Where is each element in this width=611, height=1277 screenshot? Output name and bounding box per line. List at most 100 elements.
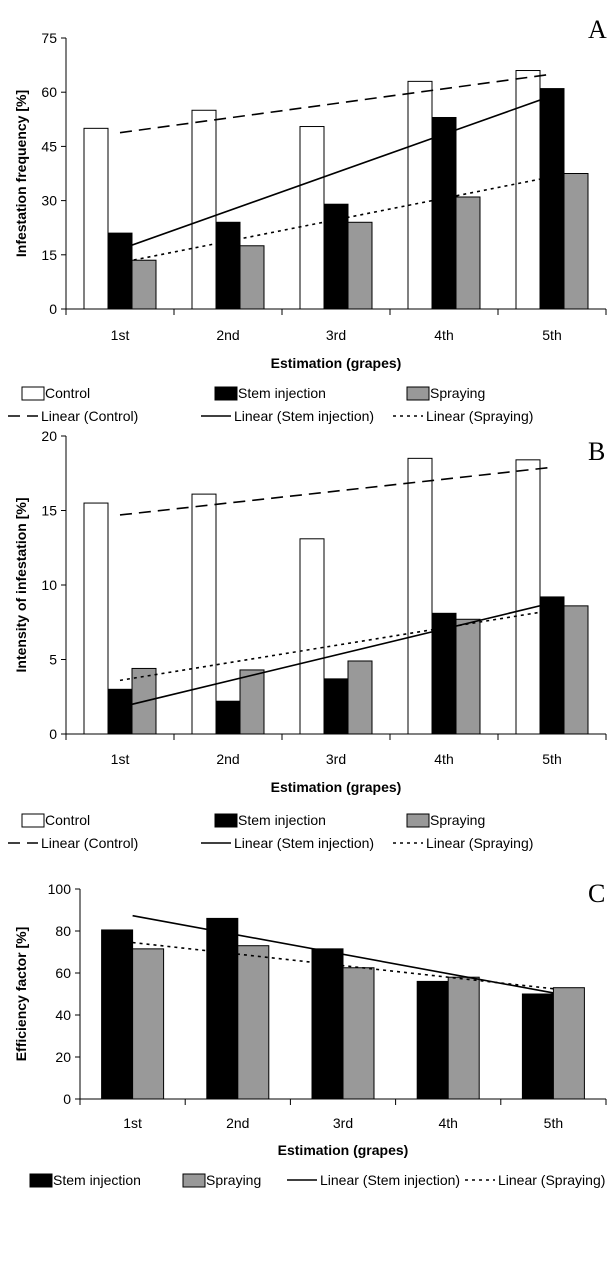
bar-stem-injection-3rd xyxy=(323,678,349,735)
bar-control-2nd xyxy=(191,109,217,310)
bar-stem-injection-1st xyxy=(107,232,133,310)
trendline-linear-stem-injection xyxy=(119,95,553,251)
y-tick-label: 100 xyxy=(48,881,72,897)
bar-spraying-3rd xyxy=(342,967,375,1100)
legend-label: Spraying xyxy=(430,385,485,401)
y-tick-label: 0 xyxy=(63,1091,71,1107)
y-tick-label: 0 xyxy=(49,301,57,317)
y-tick-label: 15 xyxy=(41,247,57,263)
legend-label: Linear (Stem injection) xyxy=(234,835,374,851)
bar-stem-injection-4th xyxy=(431,116,457,310)
legend-label: Control xyxy=(45,812,90,828)
trendline-linear-control xyxy=(119,466,553,516)
bar-stem-injection-5th xyxy=(539,88,565,310)
bar-spraying-3rd xyxy=(347,221,373,310)
bar-control-4th xyxy=(407,80,433,310)
bar-spraying-4th xyxy=(455,618,481,735)
bar-spraying-2nd xyxy=(239,245,265,310)
x-tick-label: 2nd xyxy=(216,327,239,343)
chart-panel-a: A 0 15 30 45 60 75 1st 2nd 3rd 4th 5th Estimation (g… xyxy=(8,15,607,424)
panel-letter: B xyxy=(588,437,605,466)
trendline-linear-spraying xyxy=(132,941,554,990)
bar-stem-injection-2nd xyxy=(215,221,241,310)
legend-label: Linear (Control) xyxy=(41,408,138,424)
y-tick-label: 10 xyxy=(41,577,57,593)
x-axis-title: Estimation (grapes) xyxy=(278,1142,409,1158)
bar-stem-injection-2nd xyxy=(215,700,241,735)
x-axis-title: Estimation (grapes) xyxy=(271,355,402,371)
bar-control-5th xyxy=(515,70,541,310)
bar-spraying-1st xyxy=(131,259,157,310)
legend-label: Stem injection xyxy=(238,385,326,401)
bar-control-5th xyxy=(515,459,541,735)
bar-spraying-4th xyxy=(455,196,481,310)
legend-swatch-spraying xyxy=(406,813,430,828)
legend-label: Linear (Stem injection) xyxy=(320,1172,460,1188)
bar-stem-injection-3rd xyxy=(311,948,344,1100)
legend-label: Linear (Control) xyxy=(41,835,138,851)
x-tick-label: 1st xyxy=(123,1115,142,1131)
bar-stem-injection-5th xyxy=(521,993,554,1100)
bar-stem-injection-2nd xyxy=(206,917,239,1100)
legend-label: Spraying xyxy=(206,1172,261,1188)
legend-swatch-stem-injection xyxy=(214,813,238,828)
legend-label: Stem injection xyxy=(53,1172,141,1188)
y-tick-label: 5 xyxy=(49,652,57,668)
x-tick-label: 2nd xyxy=(216,751,239,767)
y-tick-label: 40 xyxy=(55,1007,71,1023)
x-tick-label: 3rd xyxy=(326,327,346,343)
bar-spraying-1st xyxy=(132,948,165,1100)
x-axis-title: Estimation (grapes) xyxy=(271,779,402,795)
bar-control-4th xyxy=(407,457,433,735)
y-tick-label: 45 xyxy=(41,138,57,154)
y-tick-label: 30 xyxy=(41,193,57,209)
y-tick-label: 20 xyxy=(41,428,57,444)
x-tick-label: 3rd xyxy=(326,751,346,767)
bar-spraying-5th xyxy=(563,605,589,735)
bar-control-1st xyxy=(83,127,109,310)
bar-stem-injection-4th xyxy=(431,612,457,735)
y-tick-label: 60 xyxy=(55,965,71,981)
y-tick-label: 20 xyxy=(55,1049,71,1065)
bar-stem-injection-1st xyxy=(107,688,133,735)
legend-swatch-control xyxy=(21,386,45,401)
y-axis-title: Efficiency factor [%] xyxy=(13,927,29,1062)
legend-swatch-stem-injection xyxy=(29,1173,53,1188)
bar-spraying-5th xyxy=(552,987,585,1100)
y-tick-label: 80 xyxy=(55,923,71,939)
bar-spraying-2nd xyxy=(237,945,270,1100)
y-tick-label: 75 xyxy=(41,30,57,46)
x-tick-label: 5th xyxy=(542,327,561,343)
y-tick-label: 15 xyxy=(41,503,57,519)
x-tick-label: 4th xyxy=(434,751,453,767)
trendline-linear-stem-injection xyxy=(132,914,554,994)
legend-label: Linear (Spraying) xyxy=(426,835,533,851)
y-axis-title: Infestation frequency [%] xyxy=(13,90,29,257)
bar-control-1st xyxy=(83,502,109,735)
legend-label: Linear (Stem injection) xyxy=(234,408,374,424)
bar-stem-injection-1st xyxy=(101,929,134,1100)
x-tick-label: 1st xyxy=(111,751,130,767)
bar-control-3rd xyxy=(299,126,325,310)
legend-swatch-spraying xyxy=(406,386,430,401)
legend-label: Control xyxy=(45,385,90,401)
bar-control-3rd xyxy=(299,538,325,735)
x-tick-label: 1st xyxy=(111,327,130,343)
legend-label: Spraying xyxy=(430,812,485,828)
bar-spraying-5th xyxy=(563,173,589,310)
x-tick-label: 4th xyxy=(438,1115,457,1131)
chart-panel-b: B 0 5 10 15 20 1st 2nd 3rd 4th 5th Estimation (grap… xyxy=(8,428,607,851)
bar-stem-injection-4th xyxy=(416,980,449,1100)
legend-label: Linear (Spraying) xyxy=(498,1172,605,1188)
chart-panel-c: C 0 20 40 60 80 100 1st 2nd 3rd 4th 5th Estimation (… xyxy=(13,879,607,1188)
legend-swatch-spraying xyxy=(182,1173,206,1188)
trendline-linear-control xyxy=(119,73,553,134)
legend-swatch-stem-injection xyxy=(214,386,238,401)
bar-control-2nd xyxy=(191,493,217,735)
bar-spraying-2nd xyxy=(239,669,265,735)
trendline-linear-spraying xyxy=(119,609,553,682)
panel-letter: C xyxy=(588,879,605,908)
legend-label: Linear (Spraying) xyxy=(426,408,533,424)
bar-stem-injection-3rd xyxy=(323,203,349,310)
